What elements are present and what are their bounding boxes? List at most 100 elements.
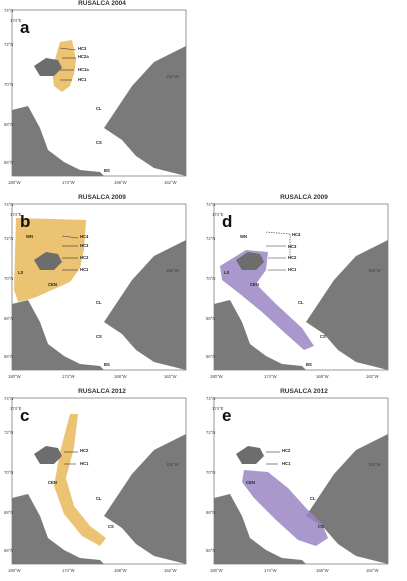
wrangel-island: [34, 58, 62, 76]
lat-tick: 70°N: [4, 82, 13, 87]
panel-title: RUSALCA 2012: [78, 388, 126, 395]
land-alaska: [104, 240, 186, 370]
lat-tick: 70°N: [206, 470, 215, 475]
lon-tick: 180°W: [210, 374, 223, 379]
shade-region: [54, 414, 106, 546]
site-label: CS: [318, 524, 324, 529]
site-label: HC1: [80, 267, 89, 272]
land-chukotka: [214, 300, 306, 370]
lon-tick: 168°W: [114, 374, 127, 379]
lon-tick: 174°W: [62, 374, 75, 379]
map-c-svg: HC2 HC1 CEN CL CS 74°N 72°N 70°N 68°N 66…: [4, 396, 187, 573]
lon-tick: 168°W: [316, 568, 329, 573]
site-label: CL: [96, 300, 102, 305]
panel-label: d: [222, 212, 233, 231]
site-label: HC2: [282, 448, 291, 453]
site-label: LS: [18, 270, 24, 275]
land-chukotka: [214, 494, 306, 564]
site-label: HC1: [288, 267, 297, 272]
lat-tick: 66°N: [4, 548, 13, 553]
panel-label: e: [222, 406, 232, 425]
lon-right-tick: 156°W: [166, 74, 179, 79]
wrangel-island: [34, 252, 62, 270]
lon-tick: 162°W: [164, 568, 177, 573]
site-label: WN: [26, 234, 33, 239]
site-label: HC3: [288, 244, 297, 249]
lon-tick: 168°W: [114, 180, 127, 185]
site-label: HC4: [292, 232, 301, 237]
lon-tick: 162°W: [164, 180, 177, 185]
transect-lines: [64, 451, 78, 465]
lat-tick: 66°N: [206, 354, 215, 359]
site-label: CS: [320, 334, 326, 339]
site-label: HC2a: [78, 54, 89, 59]
site-label: LS: [224, 270, 230, 275]
transect-lines: [61, 235, 79, 271]
lat-tick: 72°N: [4, 42, 13, 47]
lat-tick: 72°N: [206, 430, 215, 435]
lon-top-tick: 174°E: [10, 406, 22, 411]
lon-tick: 174°W: [62, 180, 75, 185]
panel-label: b: [20, 212, 31, 231]
lon-tick: 162°W: [366, 374, 379, 379]
land-chukotka: [12, 106, 104, 176]
panel-title: RUSALCA 2012: [280, 388, 328, 395]
site-label: BS: [306, 362, 312, 367]
site-label: HC2: [80, 255, 89, 260]
site-label: HC1a: [78, 67, 89, 72]
land-chukotka: [12, 300, 104, 370]
lon-right-tick: 156°W: [368, 268, 381, 273]
map-panel-e: RUSALCA 2012 HC2 HC1 CEN CL CS 74°N 72°N…: [206, 388, 402, 578]
lon-tick: 174°W: [62, 568, 75, 573]
transect-lines: [59, 47, 77, 81]
map-a-svg: HC3 HC2a HC1a HC1 CL CS BS 74°N 72°N 70°…: [4, 8, 187, 185]
lat-tick: 74°N: [4, 396, 13, 401]
panel-label: a: [20, 18, 30, 37]
lat-tick: 70°N: [4, 470, 13, 475]
site-label: CS: [108, 524, 114, 529]
lon-top-tick: 174°E: [212, 212, 224, 217]
shade-region: [242, 470, 328, 546]
site-label: CL: [96, 496, 102, 501]
lat-tick: 72°N: [206, 236, 215, 241]
lon-tick: 174°W: [264, 568, 277, 573]
panel-title: RUSALCA 2004: [78, 0, 126, 7]
site-label: CL: [310, 496, 316, 501]
site-label: HC3: [78, 46, 87, 51]
site-label: CEN: [250, 282, 259, 287]
site-label: HC2: [80, 448, 89, 453]
transect-lines: [265, 231, 291, 271]
lat-tick: 74°N: [206, 202, 215, 207]
wrangel-island: [236, 446, 264, 464]
site-label: WN: [240, 234, 247, 239]
wrangel-island: [236, 252, 264, 270]
lon-right-tick: 156°W: [368, 462, 381, 467]
lat-tick: 74°N: [206, 396, 215, 401]
site-label: HC2: [288, 255, 297, 260]
lat-tick: 70°N: [4, 276, 13, 281]
lon-right-tick: 156°W: [166, 462, 179, 467]
site-label: BS: [104, 362, 110, 367]
map-panel-a: RUSALCA 2004 HC3 HC2a HC1a HC1 CL CS BS …: [4, 0, 200, 190]
lat-tick: 68°N: [4, 316, 13, 321]
site-label: HC1: [80, 461, 89, 466]
site-label: CEN: [48, 282, 57, 287]
land-alaska: [104, 46, 186, 176]
lon-tick: 168°W: [114, 568, 127, 573]
panel-title: RUSALCA 2009: [280, 194, 328, 201]
site-label: CS: [96, 140, 102, 145]
lon-right-tick: 156°W: [166, 268, 179, 273]
shade-region: [220, 250, 314, 350]
wrangel-island: [34, 446, 62, 464]
site-label: HC1: [78, 77, 87, 82]
lon-tick: 162°W: [164, 374, 177, 379]
lat-tick: 66°N: [4, 354, 13, 359]
map-panel-b: RUSALCA 2009 WN HC4 HC3 HC2 HC1 LS CEN C…: [4, 194, 200, 384]
lat-tick: 66°N: [206, 548, 215, 553]
lon-tick: 180°W: [8, 180, 21, 185]
lon-top-tick: 174°E: [10, 212, 22, 217]
lat-tick: 68°N: [206, 510, 215, 515]
lat-tick: 68°N: [4, 510, 13, 515]
site-label: CL: [96, 106, 102, 111]
lon-tick: 180°W: [210, 568, 223, 573]
